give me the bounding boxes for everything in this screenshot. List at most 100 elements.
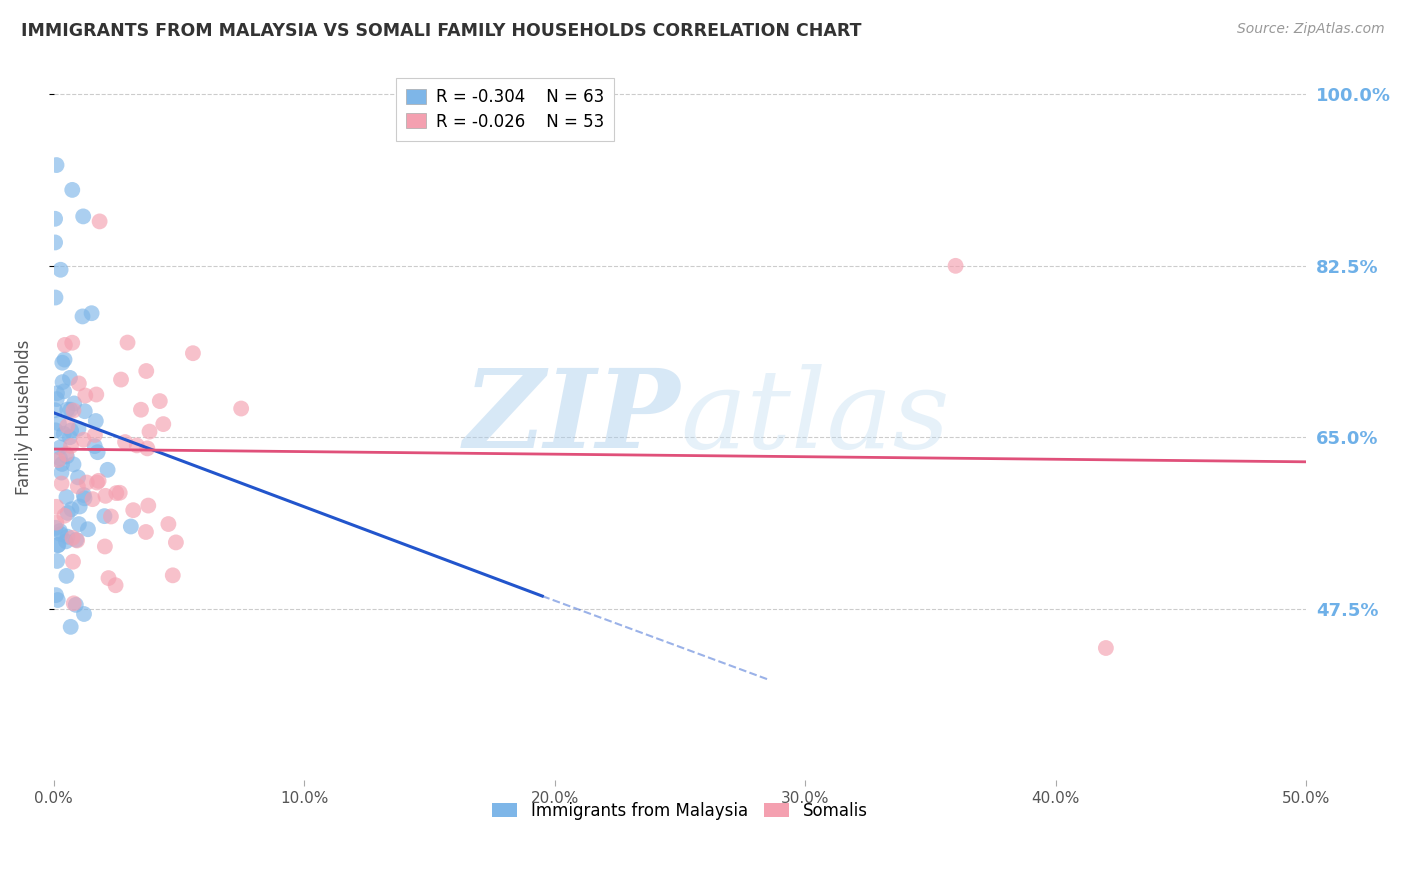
Point [48,417,70,431]
Point [45,516,67,530]
Point [49,451,72,466]
Point [49,262,72,277]
Point [51,466,73,480]
Point [72,433,94,447]
Point [53,508,76,523]
Point [65,533,87,547]
Point [945,259,967,273]
Point [77,522,100,536]
Point [49,524,72,538]
Point [66,479,89,493]
Point [55,534,77,549]
Point [59,371,82,385]
Point [129,402,152,417]
Point [110,373,132,387]
Point [60,424,83,438]
Point [62,403,84,417]
Point [46,538,69,552]
Point [86,445,108,459]
Point [80,306,103,320]
Point [56,402,79,417]
Point [45,158,67,172]
Point [114,435,136,450]
Point [94,489,117,503]
Point [86,475,108,490]
Point [59,620,82,634]
Y-axis label: Family Households: Family Households [15,340,32,495]
Point [59,402,82,417]
Point [138,425,160,439]
Point [46,538,69,552]
Point [65,598,87,612]
Point [69,500,91,514]
Point [44,423,66,437]
Point [97,463,120,477]
Text: ZIP: ZIP [464,364,681,472]
Point [231,401,253,416]
Point [56,506,79,520]
Point [49,527,72,541]
Point [67,517,90,532]
Point [83,428,105,442]
Point [46,554,69,568]
Point [157,516,180,531]
Point [83,439,105,453]
Text: atlas: atlas [681,364,949,472]
Point [75,388,97,402]
Point [67,422,90,436]
Point [76,475,98,490]
Point [52,426,75,441]
Point [45,500,67,514]
Point [62,555,84,569]
Text: Source: ZipAtlas.com: Source: ZipAtlas.com [1237,22,1385,37]
Point [46,593,69,607]
Point [136,499,159,513]
Text: IMMIGRANTS FROM MALAYSIA VS SOMALI FAMILY HOUSEHOLDS CORRELATION CHART: IMMIGRANTS FROM MALAYSIA VS SOMALI FAMIL… [21,22,862,40]
Point [56,530,79,544]
Point [44,235,66,250]
Point [44,211,66,226]
Point [56,419,79,434]
Point [104,578,127,592]
Point [51,356,73,370]
Point [162,568,184,582]
Point [117,335,139,350]
Point [67,470,90,484]
Point [152,417,174,431]
Point [165,535,187,549]
Point [108,485,131,500]
Point [55,447,77,461]
Point [45,392,67,406]
Point [55,490,77,504]
Point [53,384,76,399]
Point [46,453,69,467]
Point [45,521,67,535]
Point [87,474,110,488]
Point [53,352,76,367]
Point [59,430,82,444]
Point [59,439,82,453]
Point [60,502,83,516]
Point [93,509,115,524]
Legend: Immigrants from Malaysia, Somalis: Immigrants from Malaysia, Somalis [485,795,875,826]
Point [62,596,84,610]
Point [44,403,66,417]
Point [105,486,128,500]
Point [51,457,73,471]
Point [89,214,111,228]
Point [82,492,104,507]
Point [60,183,83,197]
Point [94,540,117,554]
Point [135,364,157,378]
Point [45,588,67,602]
Point [46,386,69,401]
Point [181,346,204,360]
Point [67,376,90,391]
Point [52,375,75,389]
Point [73,404,96,418]
Point [149,394,172,409]
Point [55,450,77,464]
Point [125,438,148,452]
Point [84,414,107,428]
Point [72,310,94,324]
